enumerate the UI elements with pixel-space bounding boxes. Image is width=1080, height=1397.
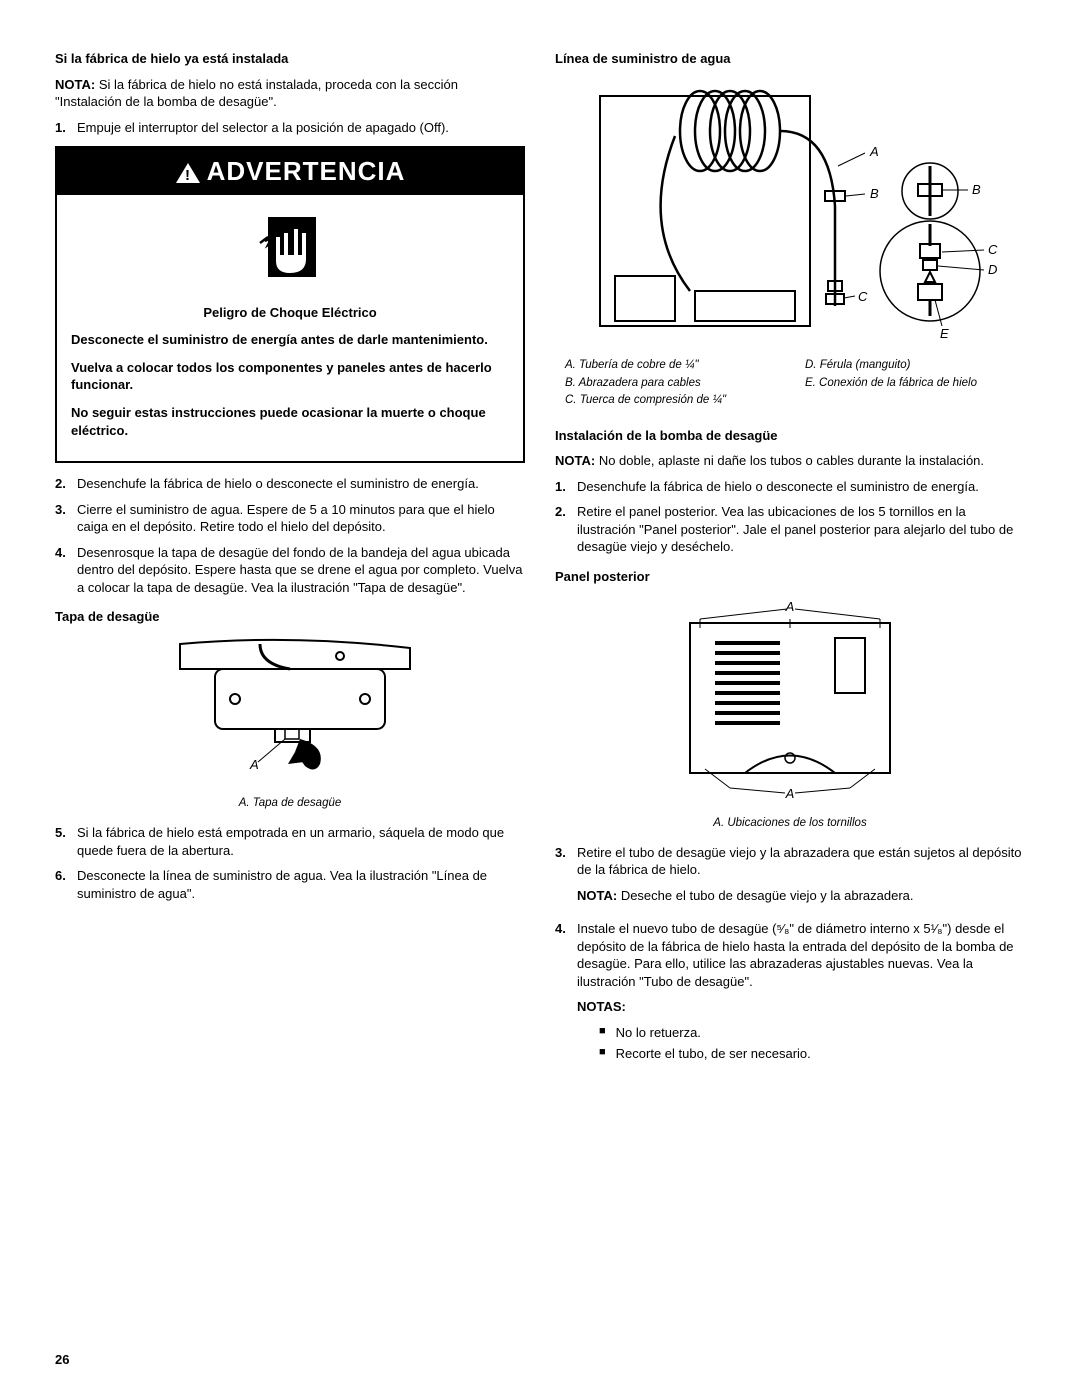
step-text: Instale el nuevo tubo de desagüe (⁵⁄₈" d… — [577, 920, 1025, 1071]
nota-label: NOTA: — [577, 888, 617, 903]
list-item: 2.Retire el panel posterior. Vea las ubi… — [555, 503, 1025, 556]
legend-c: C. Tuerca de compresión de ¼" — [565, 393, 775, 409]
step-number: 4. — [55, 544, 77, 597]
list-item: 3. Retire el tubo de desagüe viejo y la … — [555, 844, 1025, 913]
figure-water-line: A B C B C — [555, 76, 1025, 351]
step-number: 3. — [555, 844, 577, 913]
nota-paragraph: NOTA: No doble, aplaste ni dañe los tubo… — [555, 452, 1025, 470]
step-text: Desenchufe la fábrica de hielo o descone… — [577, 478, 1025, 496]
steps-list-r2: 3. Retire el tubo de desagüe viejo y la … — [555, 844, 1025, 1071]
step-text: Retire el tubo de desagüe viejo y la abr… — [577, 844, 1025, 913]
svg-text:E: E — [940, 326, 949, 341]
figure-title-back-panel: Panel posterior — [555, 568, 1025, 586]
nota-text: No doble, aplaste ni dañe los tubos o ca… — [595, 453, 984, 468]
section-heading-pump-install: Instalación de la bomba de desagüe — [555, 427, 1025, 445]
warning-subhead: Peligro de Choque Eléctrico — [71, 304, 509, 322]
step-number: 1. — [555, 478, 577, 496]
list-item: 3.Cierre el suministro de agua. Espere d… — [55, 501, 525, 536]
notas-label: NOTAS: — [577, 998, 1025, 1016]
warning-triangle-icon: ! — [175, 162, 201, 184]
warning-p3: No seguir estas instrucciones puede ocas… — [71, 404, 509, 439]
steps-list-3: 5.Si la fábrica de hielo está empotrada … — [55, 824, 525, 902]
step-number: 2. — [55, 475, 77, 493]
list-item: 1.Desenchufe la fábrica de hielo o desco… — [555, 478, 1025, 496]
warning-title: ADVERTENCIA — [207, 156, 406, 186]
nota-label: NOTA: — [555, 453, 595, 468]
list-item: 5.Si la fábrica de hielo está empotrada … — [55, 824, 525, 859]
steps-list-1: 1.Empuje el interruptor del selector a l… — [55, 119, 525, 137]
steps-list-r1: 1.Desenchufe la fábrica de hielo o desco… — [555, 478, 1025, 556]
svg-text:A: A — [869, 144, 879, 159]
list-item: 2.Desenchufe la fábrica de hielo o desco… — [55, 475, 525, 493]
nota-label: NOTA: — [55, 77, 95, 92]
step-number: 5. — [55, 824, 77, 859]
warning-header: ! ADVERTENCIA — [57, 148, 523, 195]
legend-a: A. Tubería de cobre de ¼" — [565, 358, 775, 374]
step-text: Empuje el interruptor del selector a la … — [77, 119, 525, 137]
warning-body: Peligro de Choque Eléctrico Desconecte e… — [57, 304, 523, 439]
s3-text: Retire el tubo de desagüe viejo y la abr… — [577, 845, 1021, 878]
label-a: A — [249, 757, 259, 772]
drain-cap-diagram: A — [160, 634, 420, 784]
water-line-diagram: A B C B C — [580, 76, 1000, 346]
step-text: Desenchufe la fábrica de hielo o descone… — [77, 475, 525, 493]
nota-text: Si la fábrica de hielo no está instalada… — [55, 77, 458, 110]
s3-nota: NOTA: Deseche el tubo de desagüe viejo y… — [577, 887, 1025, 905]
step-number: 2. — [555, 503, 577, 556]
warning-icon-area — [57, 195, 523, 304]
step-text: Desconecte la línea de suministro de agu… — [77, 867, 525, 902]
notas-bullets: No lo retuerza. Recorte el tubo, de ser … — [577, 1024, 1025, 1063]
bullet-item: Recorte el tubo, de ser necesario. — [599, 1045, 1025, 1063]
step-text: Si la fábrica de hielo está empotrada en… — [77, 824, 525, 859]
figure-title-drain-cap: Tapa de desagüe — [55, 608, 525, 626]
svg-text:A: A — [785, 599, 795, 614]
list-item: 4. Instale el nuevo tubo de desagüe (⁵⁄₈… — [555, 920, 1025, 1071]
list-item: 4.Desenrosque la tapa de desagüe del fon… — [55, 544, 525, 597]
step-number: 4. — [555, 920, 577, 1071]
svg-text:A: A — [785, 786, 795, 801]
section-heading-ice-maker: Si la fábrica de hielo ya está instalada — [55, 50, 525, 68]
figure-drain-cap: A — [55, 634, 525, 789]
bullet-item: No lo retuerza. — [599, 1024, 1025, 1042]
step-number: 3. — [55, 501, 77, 536]
list-item: 6.Desconecte la línea de suministro de a… — [55, 867, 525, 902]
svg-text:!: ! — [185, 167, 191, 184]
legend-col-2: D. Férula (manguito) E. Conexión de la f… — [805, 358, 1015, 411]
warning-p1: Desconecte el suministro de energía ante… — [71, 331, 509, 349]
steps-list-2: 2.Desenchufe la fábrica de hielo o desco… — [55, 475, 525, 596]
svg-text:C: C — [988, 242, 998, 257]
step-text: Cierre el suministro de agua. Espere de … — [77, 501, 525, 536]
back-panel-diagram: A A — [650, 593, 930, 803]
s4-text: Instale el nuevo tubo de desagüe (⁵⁄₈" d… — [577, 921, 1014, 989]
figure-legend: A. Tubería de cobre de ¼" B. Abrazadera … — [565, 358, 1015, 411]
warning-p2: Vuelva a colocar todos los componentes y… — [71, 359, 509, 394]
shock-hand-icon — [250, 207, 330, 287]
list-item: 1.Empuje el interruptor del selector a l… — [55, 119, 525, 137]
step-number: 6. — [55, 867, 77, 902]
page-columns: Si la fábrica de hielo ya está instalada… — [55, 50, 1025, 1081]
left-column: Si la fábrica de hielo ya está instalada… — [55, 50, 525, 1081]
legend-e: E. Conexión de la fábrica de hielo — [805, 376, 1015, 392]
step-number: 1. — [55, 119, 77, 137]
figure-caption: A. Ubicaciones de los tornillos — [555, 816, 1025, 832]
svg-text:B: B — [972, 182, 981, 197]
legend-b: B. Abrazadera para cables — [565, 376, 775, 392]
legend-col-1: A. Tubería de cobre de ¼" B. Abrazadera … — [565, 358, 775, 411]
page-number: 26 — [55, 1351, 69, 1369]
right-column: Línea de suministro de agua — [555, 50, 1025, 1081]
svg-text:D: D — [988, 262, 997, 277]
section-heading-water-line: Línea de suministro de agua — [555, 50, 1025, 68]
nota-text: Deseche el tubo de desagüe viejo y la ab… — [617, 888, 913, 903]
step-text: Desenrosque la tapa de desagüe del fondo… — [77, 544, 525, 597]
figure-caption: A. Tapa de desagüe — [55, 796, 525, 812]
step-text: Retire el panel posterior. Vea las ubica… — [577, 503, 1025, 556]
nota-paragraph: NOTA: Si la fábrica de hielo no está ins… — [55, 76, 525, 111]
svg-text:C: C — [858, 289, 868, 304]
legend-d: D. Férula (manguito) — [805, 358, 1015, 374]
figure-back-panel: A A — [555, 593, 1025, 808]
warning-box: ! ADVERTENCIA Peligro de Choque Eléctric… — [55, 146, 525, 463]
svg-text:B: B — [870, 186, 879, 201]
